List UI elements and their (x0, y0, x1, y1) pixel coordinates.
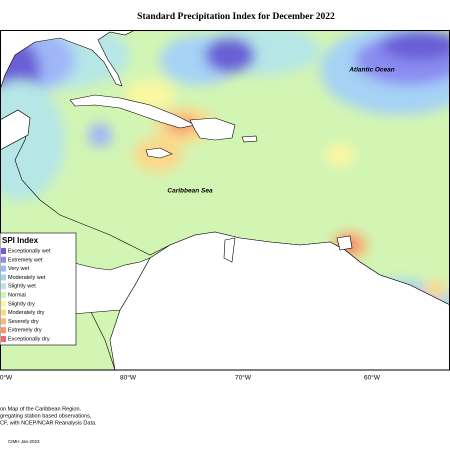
legend-label: Normal (8, 292, 26, 298)
legend-swatch (1, 274, 6, 281)
legend-label: Moderately dry (8, 310, 45, 316)
legend-swatch (1, 248, 6, 254)
legend-box (0, 232, 77, 346)
footnote: gregating station based observations, (0, 413, 92, 419)
legend-label: Very wet (8, 266, 30, 272)
legend-label: Moderately wet (8, 275, 46, 281)
legend-swatch (1, 318, 6, 325)
footnote: on Map of the Caribbean Region. (0, 406, 81, 412)
legend-swatch (1, 283, 6, 290)
legend-swatch (1, 256, 6, 263)
legend-swatch (1, 336, 6, 342)
legend: SPI Index Exceptionally wet Extremely wet… (0, 232, 77, 346)
legend-swatch (1, 265, 6, 272)
legend-swatch (1, 300, 6, 307)
legend-title: SPI Index (2, 236, 39, 245)
longitude-label: 70°W (235, 374, 252, 382)
legend-swatch (1, 327, 6, 334)
sea-label: Caribbean Sea (167, 188, 213, 195)
footnote: CF, with NCEP/NCAR Reanalysis Data. (0, 420, 97, 426)
map-title: Standard Precipitation Index for Decembe… (137, 12, 335, 22)
legend-label: Exceptionally wet (8, 248, 51, 254)
legend-swatch (1, 292, 6, 298)
legend-label: Extremely dry (8, 328, 42, 334)
longitude-labels: 0°W 80°W 70°W 60°W (0, 374, 381, 382)
legend-label: Slightly wet (8, 284, 36, 290)
legend-label: Slightly dry (8, 301, 35, 307)
legend-label: Exceptionally dry (8, 336, 50, 342)
footnotes: on Map of the Caribbean Region.gregating… (0, 406, 97, 444)
legend-label: Extremely wet (8, 257, 43, 263)
footnote: CIMH Jan-2023 (8, 439, 40, 444)
ocean-label: Atlantic Ocean (348, 67, 395, 74)
legend-label: Severely dry (8, 319, 39, 325)
longitude-label: 80°W (120, 374, 137, 382)
longitude-label: 0°W (0, 374, 13, 382)
longitude-label: 60°W (364, 374, 381, 382)
legend-swatch (1, 309, 6, 316)
